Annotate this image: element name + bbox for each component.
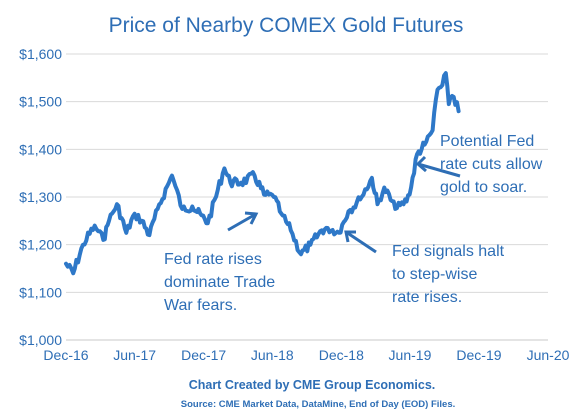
data-point [253,174,257,178]
annotation-fed-rate-rises-line-1: Fed rate rises [164,251,262,268]
data-point [423,143,427,147]
arrow-fed-signals-halt [344,230,377,254]
data-point [326,226,330,230]
data-point [337,231,341,235]
data-point [346,209,351,213]
data-point [115,202,119,206]
x-tick-label: Jun-17 [113,347,156,363]
annotation-potential-fed: Potential Fed rate cuts allow gold to so… [415,133,543,196]
y-tick-label: $1,300 [19,189,62,205]
data-point [147,233,151,237]
data-point [444,71,448,75]
data-point [190,204,194,209]
data-point [457,109,461,113]
data-point [320,228,324,232]
data-point [402,202,406,206]
y-tick-label: $1,200 [19,237,62,253]
arrow-fed-rate-rises [227,211,259,232]
data-point [133,212,137,216]
data-point [289,228,293,232]
data-point [272,195,276,199]
chart-source: Source: CME Market Data, DataMine, End o… [181,399,456,410]
annotation-fed-signals-halt-line-1: Fed signals halt [392,243,505,260]
data-point [101,238,105,242]
data-point [440,83,444,87]
chart-credit: Chart Created by CME Group Economics. [189,378,436,392]
x-tick-label: Dec-17 [181,347,226,363]
data-point [408,193,412,197]
x-tick-label: Dec-19 [456,347,501,363]
data-point [447,102,451,106]
annotation-fed-signals-halt-line-2: to step-wise [392,266,477,283]
data-point [156,207,160,211]
data-point [375,202,380,206]
x-tick-label: Jun-19 [389,347,432,363]
y-tick-label: $1,500 [19,94,62,110]
x-tick-label: Dec-16 [43,347,88,363]
data-point [107,219,111,223]
y-tick-label: $1,400 [19,141,62,157]
y-tick-label: $1,100 [19,284,62,300]
y-tick-label: $1,000 [19,332,62,348]
annotation-fed-rate-rises-line-2: dominate Trade [164,274,275,291]
data-point [170,174,174,178]
data-point [370,176,374,180]
data-point [206,221,210,225]
data-point [228,181,232,185]
annotation-potential-fed-line-2: rate cuts allow [440,156,543,173]
annotation-fed-signals-halt: Fed signals halt to step-wise rate rises… [344,230,505,306]
x-tick-label: Jun-18 [251,347,294,363]
data-point [93,224,97,228]
annotation-fed-rate-rises-line-3: War fears. [164,297,237,314]
data-point [393,207,397,211]
data-point [81,243,85,247]
x-tick-label: Dec-18 [319,347,364,363]
data-point [124,231,128,235]
data-point [71,271,75,275]
data-point [64,262,68,266]
annotation-fed-rate-rises: Fed rate rises dominate Trade War fears. [164,211,275,314]
annotation-fed-signals-halt-line-3: rate rises. [392,289,462,306]
data-point [140,219,144,223]
data-point [279,212,283,216]
arrow-potential-fed [415,155,461,178]
annotation-potential-fed-line-3: gold to soar. [440,179,527,196]
data-point [415,152,419,156]
data-point [358,197,362,201]
series-layer [64,71,461,276]
data-point [435,88,440,92]
gridlines [66,53,548,293]
data-point [180,207,184,211]
data-point [299,252,303,256]
y-axis-ticks: $1,000 $1,100 $1,200 $1,300 $1,400 $1,500 $1,6… [19,46,62,348]
data-point [308,243,312,247]
data-point [262,193,266,197]
y-tick-label: $1,600 [19,46,62,62]
annotation-potential-fed-line-1: Potential Fed [440,133,534,150]
data-point [239,181,243,185]
chart-title: Price of Nearby COMEX Gold Futures [109,14,464,37]
x-tick-label: Jun-20 [527,347,570,363]
data-point [452,95,456,99]
data-point [431,128,435,132]
data-point [222,166,226,170]
x-axis-ticks: Dec-16 Jun-17 Dec-17 Jun-18 Dec-18 Jun-19 Dec-… [43,347,569,363]
data-point [382,185,386,190]
